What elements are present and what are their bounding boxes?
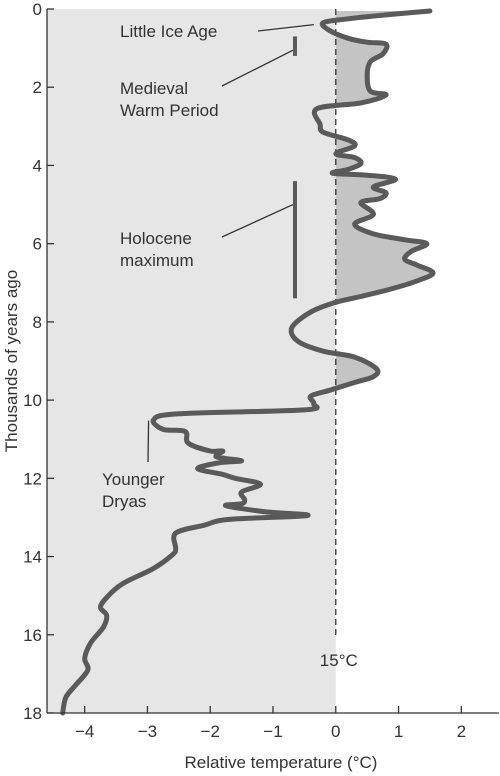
y-tick-label: 4 (33, 156, 42, 175)
y-tick-label: 12 (23, 469, 42, 488)
temperature-series-line (60, 8, 436, 716)
x-axis: −4 −3 −2 −1 0 1 2 (47, 706, 499, 741)
y-tick-label: 8 (33, 313, 42, 332)
annotation-medieval-warm-period: Medieval Warm Period (120, 79, 219, 120)
annotation-little-ice-age: Little Ice Age (120, 22, 217, 41)
x-tick-label: −1 (263, 722, 282, 741)
x-tick-label: −2 (201, 722, 220, 741)
x-tick-label: 0 (331, 722, 340, 741)
cool-background-region (47, 9, 336, 713)
y-tick-label: 10 (23, 391, 42, 410)
warm-shading-layer (335, 11, 434, 389)
x-tick-label: −3 (138, 722, 157, 741)
annotation-younger-dryas: Younger Dryas (102, 470, 165, 511)
y-axis: 0 2 4 6 8 10 12 14 16 18 (23, 0, 54, 723)
x-tick-label: −4 (75, 722, 94, 741)
y-tick-label: 6 (33, 235, 42, 254)
y-tick-label: 14 (23, 548, 42, 567)
warm-shade-region (335, 353, 377, 389)
y-tick-label: 0 (33, 0, 42, 19)
annotation-holocene-maximum: Holocene maximum (120, 229, 194, 270)
reference-line-label: 15°C (320, 651, 358, 670)
x-tick-label: 2 (457, 722, 466, 741)
y-tick-label: 16 (23, 626, 42, 645)
x-tick-label: 1 (394, 722, 403, 741)
y-tick-label: 2 (33, 78, 42, 97)
y-tick-label: 18 (23, 704, 42, 723)
annotations: Little Ice Age Medieval Warm Period Holocen… (102, 22, 314, 511)
warm-shade-region (335, 33, 386, 107)
warm-shade-region (335, 11, 430, 21)
x-axis-label: Relative temperature (°C) (185, 753, 378, 772)
y-axis-label: Thousands of years ago (2, 270, 21, 452)
